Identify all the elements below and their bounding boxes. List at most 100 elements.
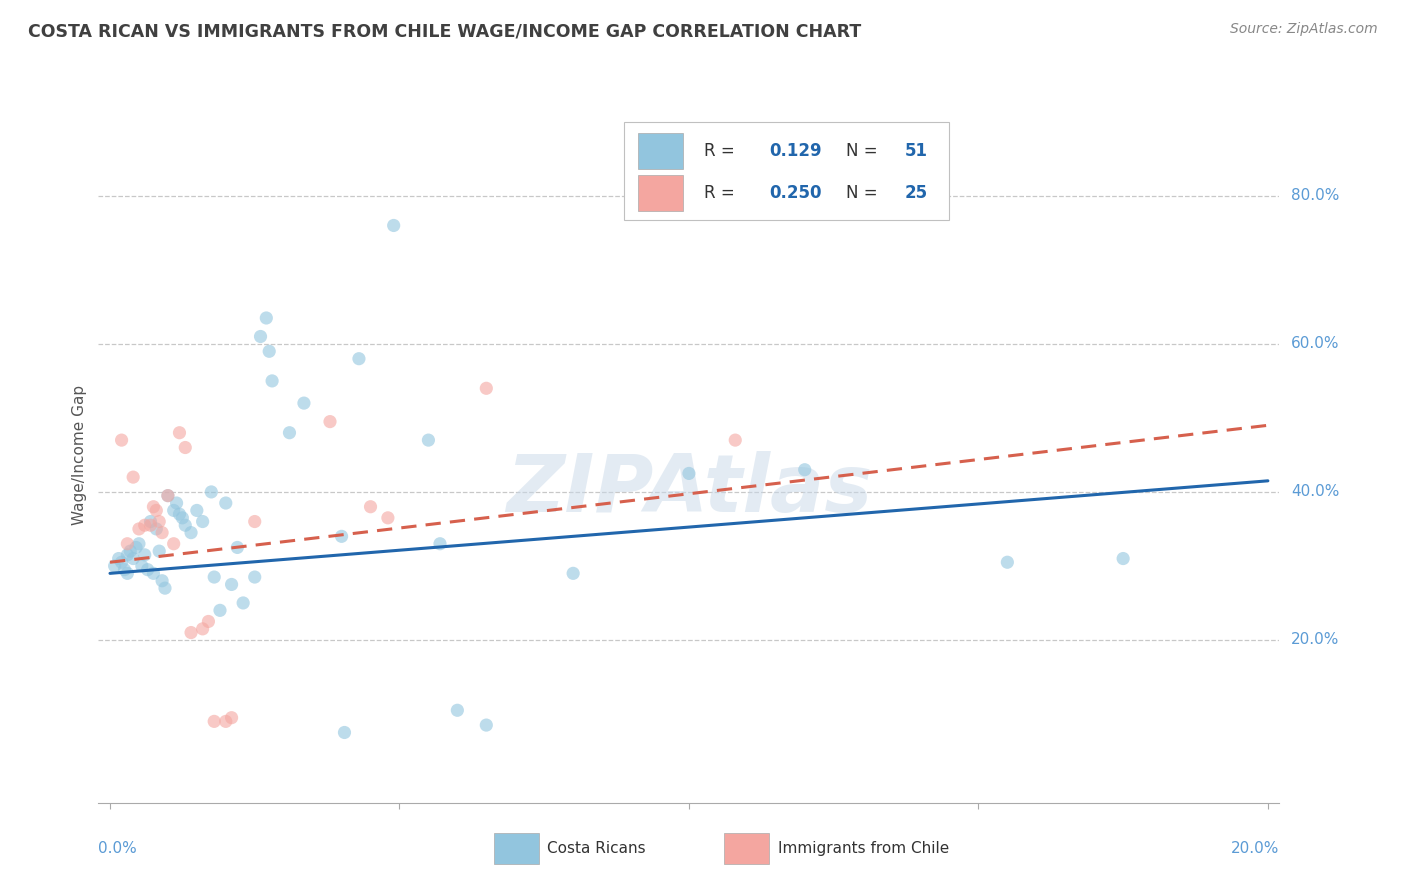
Text: 20.0%: 20.0%: [1291, 632, 1340, 648]
Text: 51: 51: [905, 142, 928, 160]
Text: 0.250: 0.250: [769, 185, 821, 202]
Text: COSTA RICAN VS IMMIGRANTS FROM CHILE WAGE/INCOME GAP CORRELATION CHART: COSTA RICAN VS IMMIGRANTS FROM CHILE WAG…: [28, 22, 862, 40]
Point: [139, 515, 162, 529]
Point: [148, 544, 170, 558]
Point: [221, 711, 243, 725]
Point: [174, 518, 197, 533]
Text: N =: N =: [846, 185, 883, 202]
Point: [169, 425, 191, 440]
Text: Costa Ricans: Costa Ricans: [547, 840, 645, 855]
Point: [186, 503, 208, 517]
Point: [243, 515, 266, 529]
Point: [226, 541, 249, 555]
Point: [475, 381, 498, 395]
Point: [243, 570, 266, 584]
Point: [153, 581, 176, 595]
Point: [202, 570, 225, 584]
Point: [134, 518, 156, 533]
FancyBboxPatch shape: [724, 833, 769, 864]
Point: [120, 544, 142, 558]
Point: [262, 374, 284, 388]
Point: [117, 566, 139, 581]
Point: [128, 537, 150, 551]
Point: [110, 433, 132, 447]
Y-axis label: Wage/Income Gap: Wage/Income Gap: [72, 384, 87, 525]
Point: [114, 563, 136, 577]
Point: [122, 551, 145, 566]
Point: [166, 496, 188, 510]
Text: 0.0%: 0.0%: [98, 841, 138, 856]
Point: [429, 537, 451, 551]
Point: [254, 310, 277, 325]
Point: [995, 555, 1018, 569]
Text: R =: R =: [704, 185, 741, 202]
Point: [150, 574, 173, 588]
Point: [110, 555, 132, 569]
Point: [418, 433, 440, 447]
Point: [134, 548, 156, 562]
Point: [208, 603, 231, 617]
Text: 60.0%: 60.0%: [1291, 336, 1340, 351]
Point: [215, 714, 238, 729]
Point: [145, 503, 167, 517]
Point: [163, 503, 186, 517]
Point: [562, 566, 585, 581]
Point: [125, 541, 148, 555]
Point: [139, 518, 162, 533]
Point: [360, 500, 382, 514]
Point: [117, 537, 139, 551]
Text: R =: R =: [704, 142, 741, 160]
FancyBboxPatch shape: [494, 833, 538, 864]
Text: Source: ZipAtlas.com: Source: ZipAtlas.com: [1230, 22, 1378, 37]
Point: [156, 489, 179, 503]
Point: [724, 433, 747, 447]
Point: [446, 703, 468, 717]
Point: [136, 563, 159, 577]
Point: [145, 522, 167, 536]
Point: [142, 566, 165, 581]
Text: N =: N =: [846, 142, 883, 160]
Text: 25: 25: [905, 185, 928, 202]
Point: [128, 522, 150, 536]
Text: ZIPAtlas: ZIPAtlas: [506, 450, 872, 529]
Point: [156, 489, 179, 503]
Point: [382, 219, 405, 233]
Point: [249, 329, 271, 343]
Point: [174, 441, 197, 455]
Point: [107, 551, 129, 566]
Point: [117, 548, 139, 562]
FancyBboxPatch shape: [624, 122, 949, 219]
Point: [347, 351, 370, 366]
Point: [330, 529, 353, 543]
Point: [678, 467, 700, 481]
Point: [333, 725, 356, 739]
Point: [191, 622, 214, 636]
Point: [221, 577, 243, 591]
Point: [122, 470, 145, 484]
Text: 40.0%: 40.0%: [1291, 484, 1340, 500]
Point: [257, 344, 280, 359]
Text: Immigrants from Chile: Immigrants from Chile: [778, 840, 949, 855]
Point: [292, 396, 315, 410]
Text: 20.0%: 20.0%: [1232, 841, 1279, 856]
Point: [475, 718, 498, 732]
FancyBboxPatch shape: [638, 133, 683, 169]
Point: [104, 558, 127, 573]
Point: [148, 515, 170, 529]
Point: [793, 463, 815, 477]
Point: [169, 507, 191, 521]
Text: 80.0%: 80.0%: [1291, 188, 1340, 203]
Point: [172, 511, 194, 525]
Point: [142, 500, 165, 514]
Point: [180, 525, 202, 540]
Point: [197, 615, 219, 629]
Point: [202, 714, 225, 729]
Point: [377, 511, 399, 525]
Point: [131, 558, 153, 573]
Point: [191, 515, 214, 529]
Text: 0.129: 0.129: [769, 142, 823, 160]
Point: [150, 525, 173, 540]
Point: [319, 415, 342, 429]
Point: [200, 484, 222, 499]
Point: [232, 596, 254, 610]
